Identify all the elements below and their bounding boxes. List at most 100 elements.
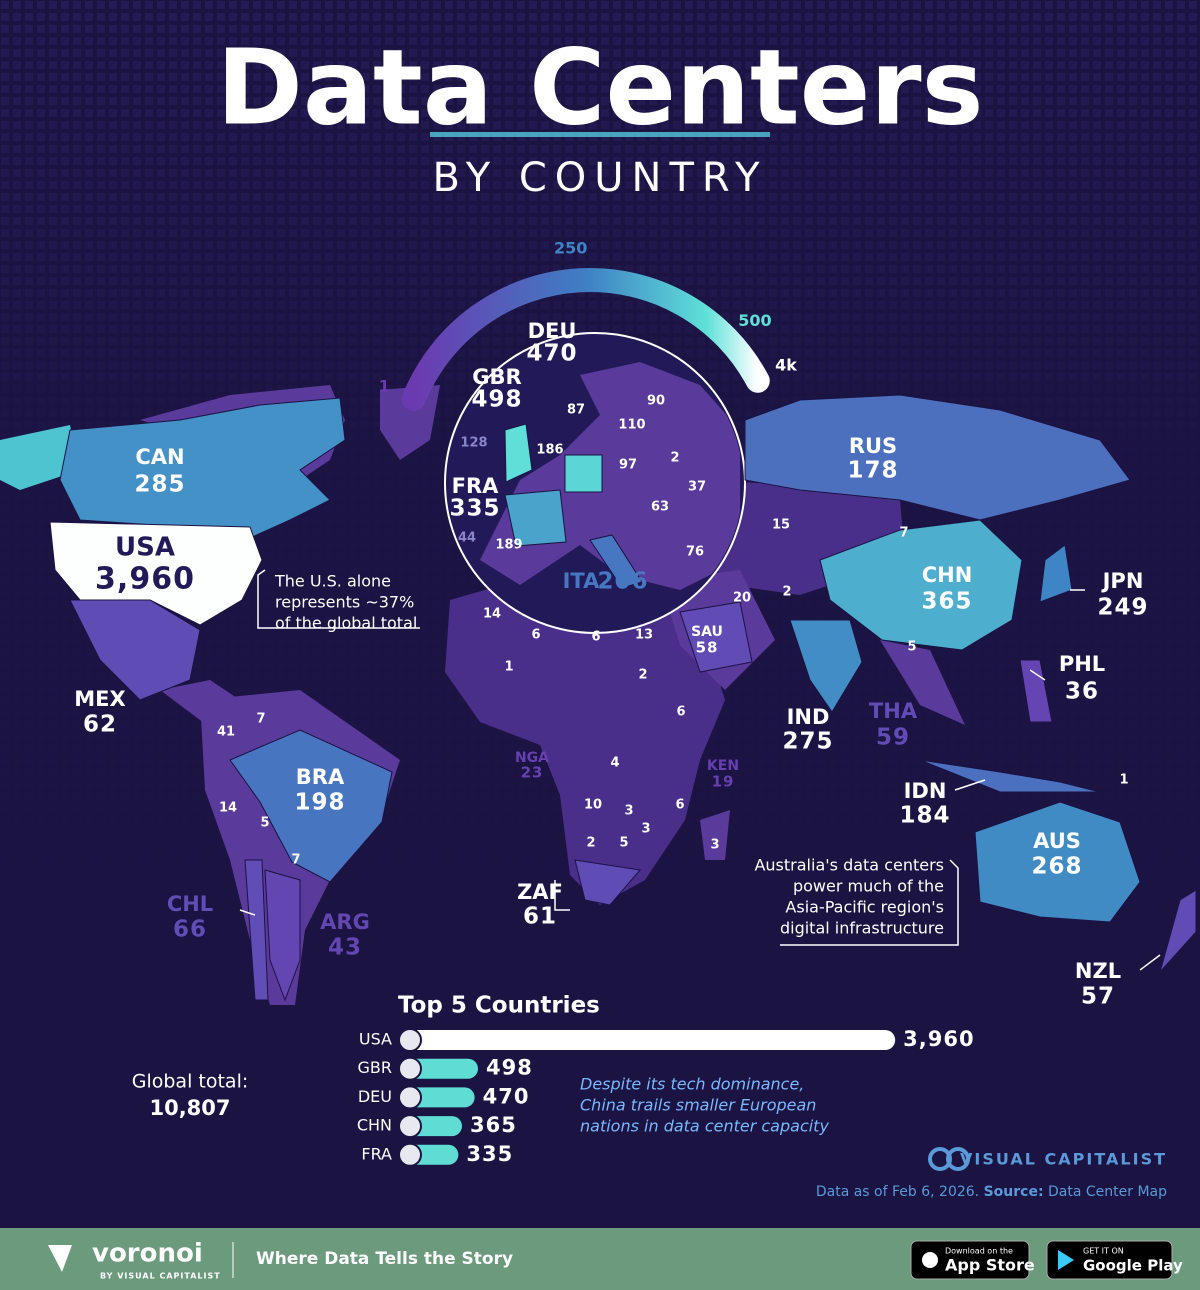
region-value: 2 [586,836,595,851]
region-value: 5 [907,640,916,655]
subtitle: BY COUNTRY [432,155,767,201]
region-value: 20 [733,591,751,606]
bar [400,1030,896,1050]
country-code: PHL [1059,652,1105,676]
country-shape [1159,889,1197,973]
country-code: IND [787,705,830,729]
nzl-leader [1139,954,1161,971]
australia-note: Asia-Pacific region's [785,898,944,917]
google-play-label: Google Play [1083,1257,1183,1275]
idn-leader [954,779,986,791]
annotations: The U.S. alone represents ~37% of the glob… [274,572,944,1136]
play-icon [1058,1250,1074,1270]
app-store-label: App Store [945,1256,1035,1275]
country-code: SAU [691,624,723,640]
country-value: 23 [521,764,544,782]
region-value: 14 [483,607,501,622]
country-code: DEU [528,319,577,343]
usa-note: of the global total [275,614,417,633]
country-shape [574,859,641,906]
country-code: CHN [922,563,973,587]
country-shape [789,619,863,713]
country-shape [744,394,1131,521]
country-value: 36 [1065,679,1099,705]
australia-note: digital infrastructure [780,919,944,938]
country-value: 178 [847,458,898,484]
country-code: ARG [320,910,370,934]
country-value: 335 [449,496,500,522]
region-value: 14 [219,801,237,816]
country-value: 275 [782,729,833,755]
flag [398,1056,422,1081]
country-shape [504,489,567,547]
country-shape [59,397,346,539]
country-code: NZL [1075,959,1121,983]
usa-note-bracket [257,569,420,629]
greenland [380,385,440,460]
country-shape [1019,659,1053,723]
country-shape [974,801,1141,923]
country-value: 268 [1031,854,1082,880]
region-value: 128 [460,436,487,451]
region-value: 13 [635,628,653,643]
country-shape [589,534,643,589]
source-date: Data as of Feb 6, 2026. [816,1184,979,1200]
country-code: RUS [849,434,897,458]
country-value: 206 [597,569,648,595]
china-note: China trails smaller European [580,1096,816,1115]
value-label: 365 [470,1113,517,1137]
country-value: 62 [83,712,117,738]
country-shape [564,454,603,493]
flag [398,1028,422,1052]
global-total-label: Global total: [132,1071,249,1093]
x-tick-label: DEU [358,1087,392,1106]
region-value: 87 [567,403,585,418]
china-note: nations in data center capacity [580,1117,829,1136]
title-glow [430,132,770,137]
region-value: 186 [536,443,563,458]
usa-note: represents ~37% [275,593,414,612]
region-value: 1 [504,660,513,675]
google-play-small: GET IT ON [1083,1247,1124,1256]
value-label: 470 [483,1084,530,1108]
region-value: 110 [618,418,645,433]
footer-tagline: Where Data Tells the Story [256,1249,513,1269]
chart-title: Top 5 Countries [398,993,600,1019]
app-store-button[interactable] [910,1240,1030,1280]
vc-logo-mark [946,1147,970,1171]
region-value: 90 [647,394,665,409]
chl-leader [239,909,256,916]
country-value: 66 [173,917,207,943]
region-value: 10 [584,798,602,813]
country-value: 198 [294,790,345,816]
region-value: 97 [619,458,637,473]
flag [398,1114,422,1139]
country-value: 365 [921,589,972,615]
scale-arc [401,268,770,411]
madagascar [700,810,730,860]
scale-tick-label: 1 [379,376,390,395]
country-shape [229,729,393,883]
footer-logo: voronoi [92,1239,203,1269]
country-shape [919,759,1101,793]
global-total-value: 10,807 [149,1096,230,1120]
google-play-button[interactable] [1046,1240,1173,1280]
country-code: BRA [296,765,345,789]
app-store-small: Download on the [945,1247,1013,1256]
region-value: 3 [710,838,719,853]
x-tick-label: CHN [357,1116,392,1135]
region-value: 1 [1119,773,1128,788]
africa [445,580,725,905]
scale-tick-label: 500 [738,311,771,330]
region-value: 2 [638,668,647,683]
country-code: GBR [472,365,521,389]
value-label: 498 [486,1056,533,1080]
flag [398,1142,422,1167]
region-value: 6 [675,798,684,813]
europe-countries [504,423,643,589]
zaf-leader [554,880,570,911]
region-value: 4 [610,756,619,771]
value-label: 335 [466,1142,513,1166]
region-value: 189 [495,538,522,553]
